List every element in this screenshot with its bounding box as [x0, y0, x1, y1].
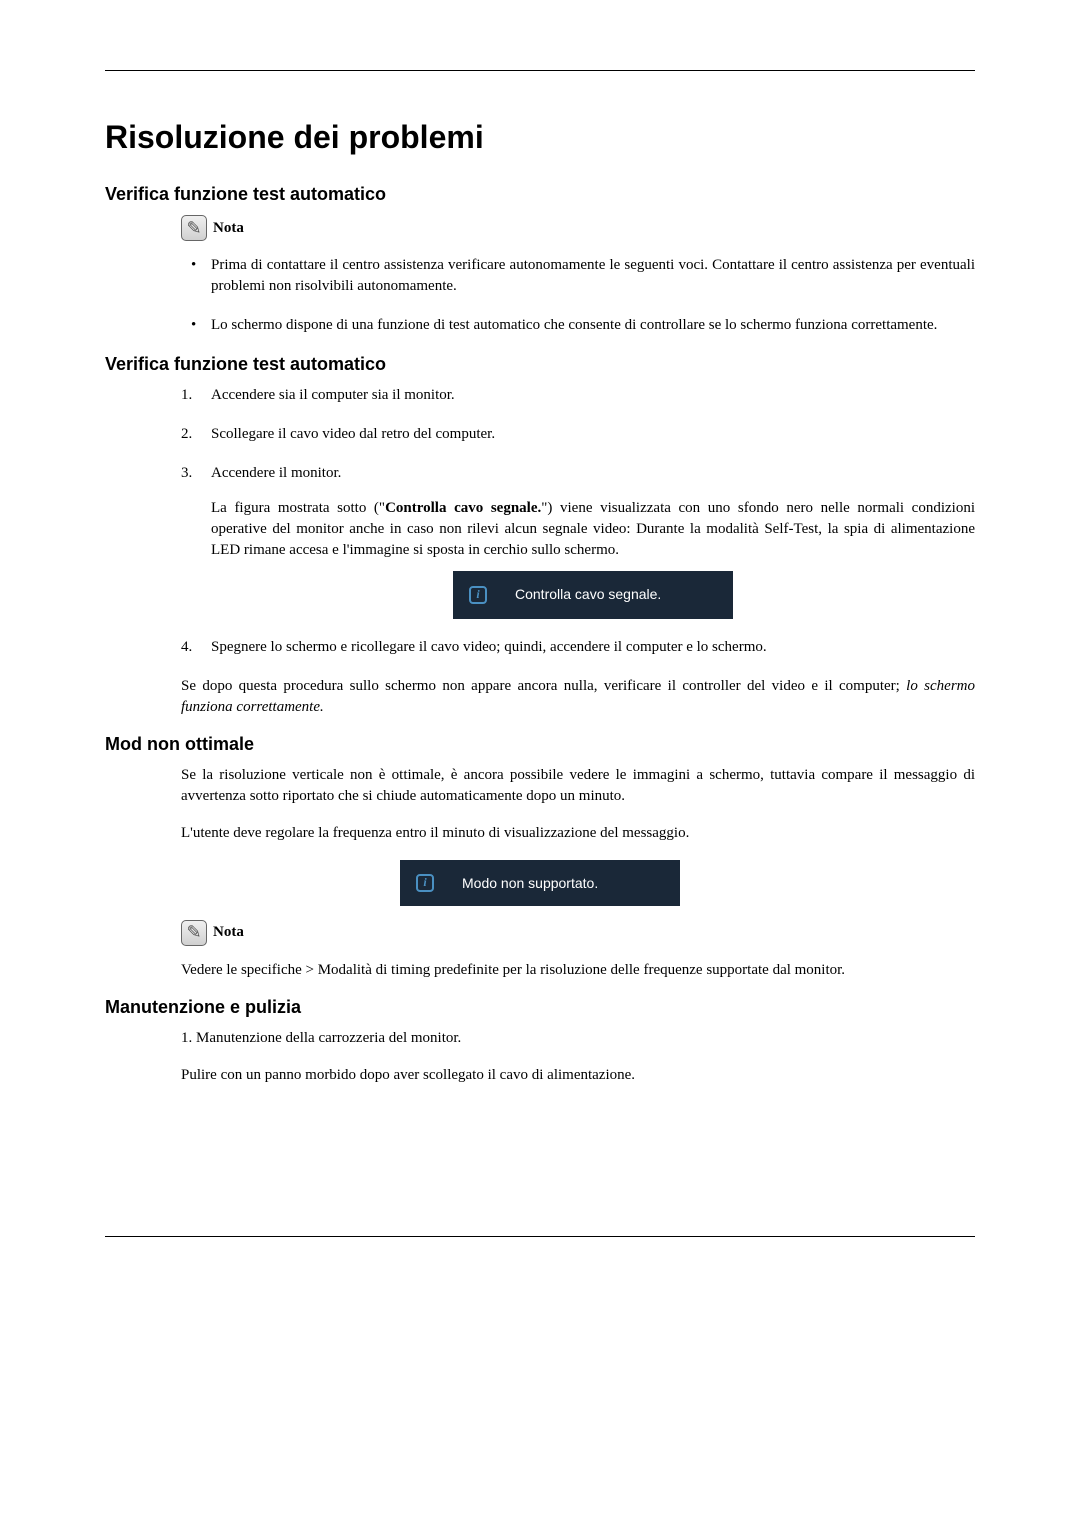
step-description: La figura mostrata sotto ("Controlla cav…	[211, 498, 975, 561]
nota-bullet-list: Prima di contattare il centro assistenza…	[181, 255, 975, 336]
step-item: Spegnere lo schermo e ricollegare il cav…	[181, 637, 975, 658]
bullet-item: Lo schermo dispone di una funzione di te…	[181, 315, 975, 336]
info-icon: i	[416, 874, 434, 892]
modnon-paragraph: L'utente deve regolare la frequenza entr…	[181, 823, 975, 844]
osd-message-box-signal: i Controlla cavo segnale.	[453, 571, 733, 619]
self-test-steps: Accendere sia il computer sia il monitor…	[181, 385, 975, 658]
step-item: Accendere sia il computer sia il monitor…	[181, 385, 975, 406]
osd-message-box-unsupported: i Modo non supportato.	[400, 860, 680, 906]
nota-label: Nota	[213, 924, 244, 941]
step-item: Scollegare il cavo video dal retro del c…	[181, 424, 975, 445]
note-icon: ✎	[181, 215, 207, 241]
osd-message-text: Controlla cavo segnale.	[515, 585, 661, 605]
nota-callout: ✎ Nota	[181, 215, 975, 241]
page-title: Risoluzione dei problemi	[105, 119, 975, 156]
step-text: Accendere il monitor.	[211, 465, 341, 481]
step-item: Accendere il monitor. La figura mostrata…	[181, 463, 975, 619]
section-heading-manut: Manutenzione e pulizia	[105, 997, 975, 1018]
section-heading-modnon: Mod non ottimale	[105, 734, 975, 755]
nota-callout: ✎ Nota	[181, 920, 975, 946]
modnon-nota-text: Vedere le specifiche > Modalità di timin…	[181, 960, 975, 981]
info-icon: i	[469, 586, 487, 604]
followup-text: Se dopo questa procedura sullo schermo n…	[181, 678, 906, 694]
bottom-horizontal-rule	[105, 1236, 975, 1237]
step-desc-bold: Controlla cavo segnale.	[385, 500, 541, 516]
osd-message-text: Modo non supportato.	[462, 875, 598, 891]
note-icon: ✎	[181, 920, 207, 946]
self-test-followup: Se dopo questa procedura sullo schermo n…	[181, 676, 975, 718]
step-desc-part: La figura mostrata sotto ("	[211, 500, 385, 516]
section-heading-selftest-steps: Verifica funzione test automatico	[105, 354, 975, 375]
manut-paragraph: 1. Manutenzione della carrozzeria del mo…	[181, 1028, 975, 1049]
top-horizontal-rule	[105, 70, 975, 71]
nota-label: Nota	[213, 220, 244, 237]
bullet-item: Prima di contattare il centro assistenza…	[181, 255, 975, 297]
manut-paragraph: Pulire con un panno morbido dopo aver sc…	[181, 1065, 975, 1086]
section-heading-selftest-nota: Verifica funzione test automatico	[105, 184, 975, 205]
modnon-paragraph: Se la risoluzione verticale non è ottima…	[181, 765, 975, 807]
